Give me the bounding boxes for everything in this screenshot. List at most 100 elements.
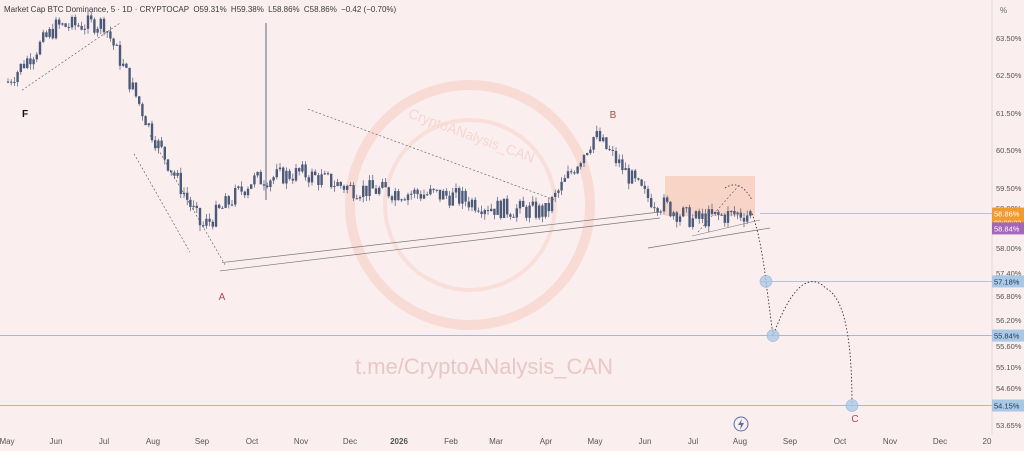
- candle-body: [29, 58, 32, 65]
- time-tick: Nov: [883, 437, 897, 446]
- candle-body: [406, 194, 410, 201]
- candle-body: [403, 199, 406, 201]
- candle-body: [54, 19, 58, 39]
- legend-high: H59.38%: [230, 5, 264, 14]
- price-tick: 55.60%: [996, 342, 1022, 351]
- candle-body: [112, 38, 115, 46]
- candle-body: [269, 180, 272, 187]
- trend-line: [647, 227, 771, 249]
- wave-label: C: [851, 414, 858, 425]
- candle-body: [576, 166, 579, 174]
- time-tick: Aug: [733, 437, 747, 446]
- candle-body: [736, 212, 739, 215]
- candle-body: [326, 173, 330, 175]
- candle-body: [528, 205, 531, 218]
- candle-body: [739, 212, 742, 218]
- candle-body: [128, 67, 131, 90]
- candle-body: [707, 209, 710, 227]
- candle-body: [522, 200, 525, 207]
- wave-label: A: [219, 292, 226, 303]
- candle-body: [570, 171, 573, 173]
- candle-body: [666, 197, 669, 202]
- candle-body: [115, 44, 118, 46]
- time-tick: Oct: [834, 437, 847, 446]
- legend-change: −0.42 (−0.70%): [341, 5, 397, 14]
- candle-body: [710, 209, 714, 214]
- candle-body: [685, 207, 688, 209]
- candle-body: [45, 32, 48, 37]
- target-marker: [759, 275, 773, 288]
- candle-body: [582, 154, 586, 164]
- candle-body: [339, 181, 342, 186]
- candle-body: [682, 207, 685, 217]
- candle-body: [624, 168, 627, 171]
- time-tick: Aug: [146, 437, 160, 446]
- candle-body: [230, 204, 234, 206]
- candle-body: [627, 168, 630, 184]
- time-tick: Sep: [195, 437, 210, 446]
- target-price-tag-bg: [992, 399, 1024, 412]
- price-tick: 56.80%: [996, 292, 1022, 301]
- candle-body: [691, 218, 694, 227]
- candle-body: [496, 200, 499, 215]
- trend-line: [219, 217, 661, 272]
- candle-body: [640, 179, 643, 186]
- candle-body: [422, 194, 426, 199]
- candle-body: [368, 180, 371, 196]
- candle-body: [394, 191, 397, 201]
- candle-body: [419, 194, 422, 199]
- candle-body: [480, 211, 483, 215]
- candle-body: [214, 204, 218, 227]
- candle-body: [637, 178, 640, 180]
- legend-low: L58.86%: [268, 5, 300, 14]
- trend-line: [133, 153, 191, 253]
- candle-body: [96, 28, 99, 33]
- candle-body: [595, 131, 598, 138]
- target-price-tag-bg: [992, 275, 1024, 288]
- candle-body: [77, 25, 80, 27]
- candle-body: [336, 181, 339, 187]
- candle-body: [275, 169, 278, 178]
- candle-body: [80, 25, 83, 30]
- candle-body: [205, 218, 208, 226]
- candle-body: [669, 201, 672, 217]
- candle-body: [544, 202, 547, 217]
- candle-body: [240, 186, 243, 192]
- time-tick: 20: [983, 437, 992, 446]
- candle-body: [445, 190, 448, 196]
- candle-body: [454, 188, 458, 193]
- candle-body: [458, 188, 461, 204]
- time-tick: Oct: [246, 437, 259, 446]
- candle-body: [195, 205, 198, 209]
- candle-body: [74, 16, 77, 26]
- candle-body: [304, 164, 307, 178]
- lightning-icon[interactable]: [733, 416, 749, 432]
- candle-body: [413, 189, 416, 194]
- candle-body: [541, 205, 544, 217]
- price-tick: 54.60%: [996, 384, 1022, 393]
- candle-body: [387, 187, 390, 197]
- candle-body: [246, 188, 250, 196]
- time-tick: Nov: [294, 437, 308, 446]
- symbol-legend: Market Cap BTC Dominance, 5 · 1D · CRYPT…: [4, 5, 398, 14]
- candle-body: [157, 140, 160, 149]
- trend-lines: [21, 22, 771, 272]
- candle-body: [557, 190, 560, 193]
- candle-body: [634, 170, 637, 179]
- candle-body: [42, 32, 45, 42]
- time-axis[interactable]: May Jun Jul Aug Sep Oct Nov Dec 2026 Feb Mar Apr May…: [0, 437, 992, 446]
- candle-body: [262, 184, 266, 186]
- candle-body: [250, 184, 253, 189]
- candle-body: [390, 196, 394, 201]
- candle-body: [150, 123, 154, 141]
- candle-body: [278, 167, 282, 170]
- candle-body: [70, 16, 74, 28]
- candle-body: [26, 58, 29, 69]
- candle-body: [438, 189, 442, 200]
- candle-body: [365, 185, 368, 196]
- candle-body: [163, 146, 166, 160]
- candle-body: [208, 218, 211, 222]
- candle-body: [550, 196, 554, 212]
- time-tick: Feb: [444, 437, 458, 446]
